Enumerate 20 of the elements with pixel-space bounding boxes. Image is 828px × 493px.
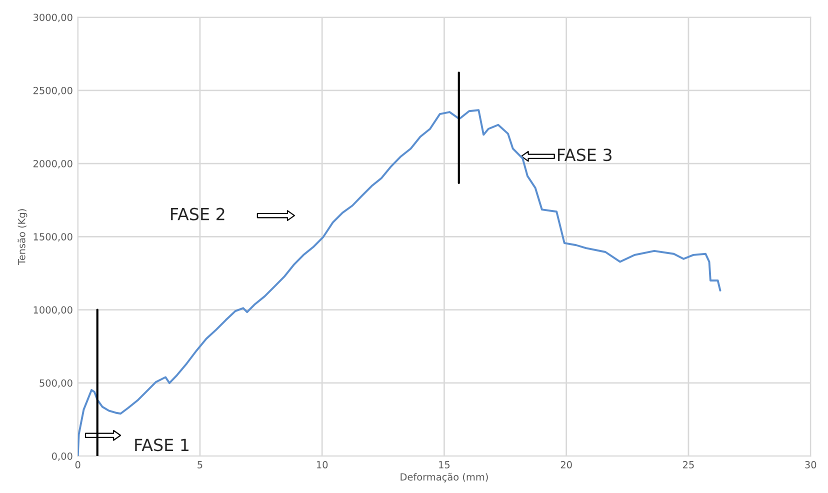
annotation: FASE 3 bbox=[558, 148, 612, 162]
x-tick-label: 15 bbox=[439, 461, 450, 468]
x-tick-label: 25 bbox=[683, 461, 694, 468]
y-tick-label: 1500,00 bbox=[34, 233, 72, 242]
x-axis-title: Deformação (mm) bbox=[400, 472, 488, 482]
y-tick-label: 500,00 bbox=[40, 379, 72, 388]
x-tick-label: 0 bbox=[75, 461, 80, 468]
x-tick-label: 10 bbox=[316, 461, 328, 468]
annotation: FASE 2 bbox=[171, 208, 224, 220]
y-tick-label: 3000,00 bbox=[34, 14, 72, 22]
x-tick-label: 20 bbox=[560, 461, 572, 468]
x-tick-label: 5 bbox=[198, 461, 202, 468]
y-tick-label: 1000,00 bbox=[34, 306, 72, 315]
y-axis-title: Tensão (Kg) bbox=[18, 209, 28, 265]
annotation: FASE 1 bbox=[135, 438, 188, 452]
y-tick-label: 0,00 bbox=[52, 452, 72, 461]
y-tick-label: 2000,00 bbox=[33, 160, 72, 168]
line-series bbox=[78, 109, 722, 456]
y-tick-label: 2500,00 bbox=[33, 86, 72, 96]
x-tick-label: 30 bbox=[805, 461, 816, 468]
